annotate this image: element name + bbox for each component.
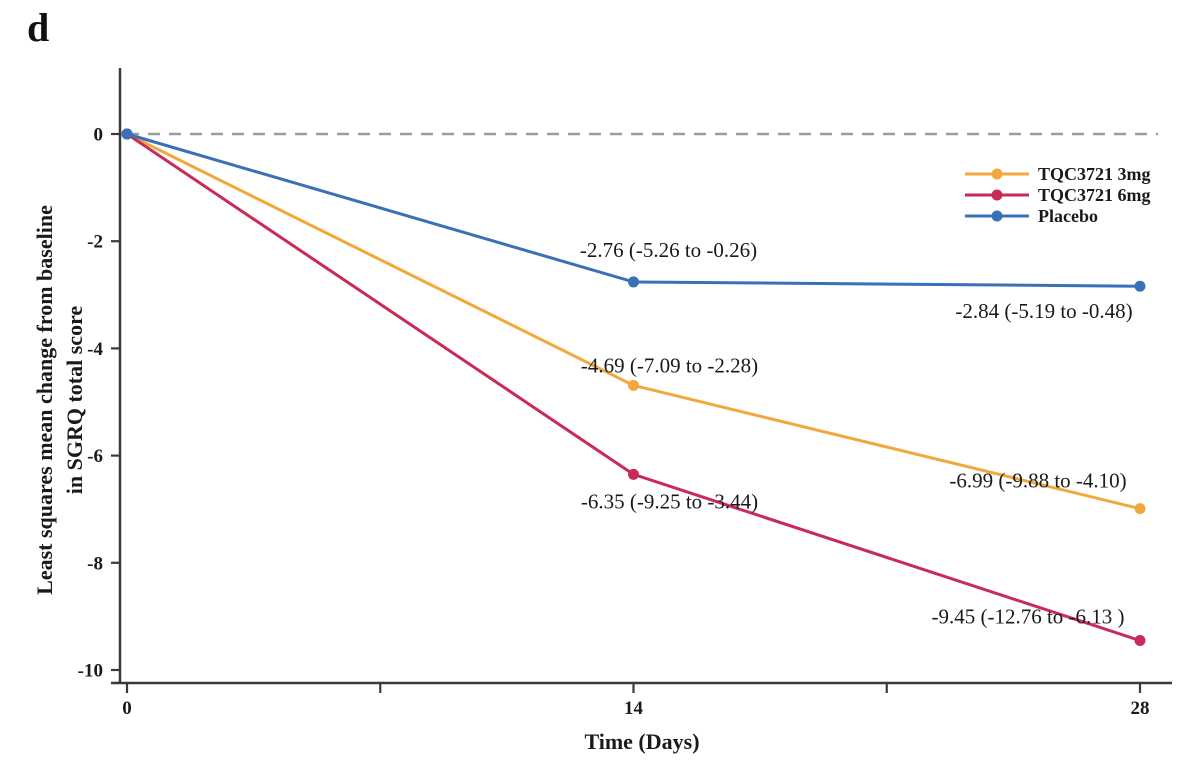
- y-axis-title-line-1: Least squares mean change from baseline: [32, 205, 57, 595]
- data-point: [628, 379, 639, 391]
- x-tick-label: 14: [624, 698, 644, 719]
- legend-marker-dot: [991, 210, 1003, 222]
- data-point-label: -6.35 (-9.25 to -3.44): [581, 489, 758, 513]
- data-point: [628, 468, 639, 480]
- data-point-label: -9.45 (-12.76 to -6.13 ): [931, 605, 1124, 629]
- data-point: [628, 276, 639, 288]
- y-axis-title-line-2: in SGRQ total score: [62, 305, 87, 495]
- series-tqc3721-6mg: -6.35 (-9.25 to -3.44) -9.45 (-12.76 to -…: [121, 128, 1146, 647]
- panel-label: d: [27, 5, 50, 50]
- series-placebo: -2.76 (-5.26 to -0.26) -2.84 (-5.19 to -0…: [121, 128, 1146, 323]
- data-point-label: -6.99 (-9.88 to -4.10): [949, 469, 1126, 493]
- data-point-label: -2.76 (-5.26 to -0.26): [580, 238, 757, 262]
- y-tick-label: -6: [87, 446, 103, 467]
- data-point-label: -2.84 (-5.19 to -0.48): [955, 299, 1132, 323]
- series-tqc3721-3mg: -4.69 (-7.09 to -2.28) -6.99 (-9.88 to -4…: [121, 128, 1146, 515]
- x-axis-title: Time (Days): [584, 729, 700, 754]
- data-point: [1134, 635, 1146, 647]
- y-tick-label: -4: [87, 339, 103, 360]
- legend-item-tqc3721-3mg: TQC3721 3mg: [965, 164, 1151, 184]
- data-point: [1134, 503, 1146, 515]
- y-tick-label: -2: [87, 232, 103, 253]
- data-point-label: -4.69 (-7.09 to -2.28): [581, 353, 758, 377]
- data-point: [121, 128, 133, 140]
- legend-label: TQC3721 6mg: [1038, 185, 1151, 205]
- data-point: [1134, 280, 1146, 292]
- y-axis-title: Least squares mean change from baseline …: [30, 90, 92, 710]
- legend-marker-dot: [991, 189, 1003, 201]
- x-tick-label: 0: [122, 698, 132, 719]
- legend-item-placebo: Placebo: [965, 206, 1098, 226]
- legend-label: Placebo: [1038, 206, 1098, 226]
- y-tick-label: -10: [78, 661, 103, 682]
- x-tick-label: 28: [1131, 698, 1150, 719]
- legend-marker-dot: [991, 168, 1003, 180]
- y-tick-label: -8: [87, 553, 103, 574]
- legend-item-tqc3721-6mg: TQC3721 6mg: [965, 185, 1151, 205]
- legend-label: TQC3721 3mg: [1038, 164, 1151, 184]
- y-tick-label: 0: [94, 125, 104, 146]
